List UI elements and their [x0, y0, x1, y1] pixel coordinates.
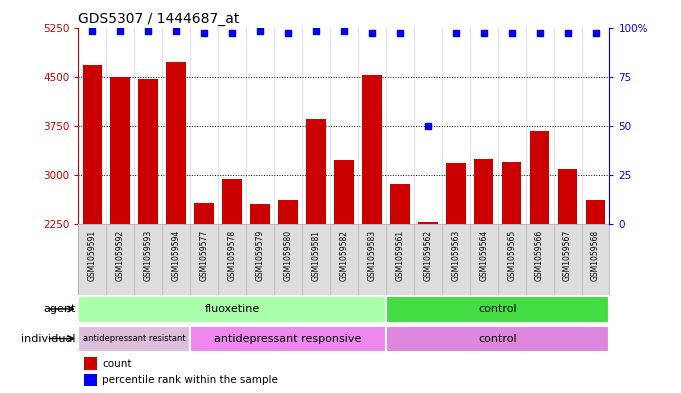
Text: agent: agent	[44, 304, 76, 314]
Point	[562, 30, 573, 37]
Text: antidepressant responsive: antidepressant responsive	[215, 334, 362, 343]
Bar	[110, 77, 130, 224]
Bar	[250, 204, 270, 224]
Point	[394, 30, 405, 37]
Point	[143, 28, 154, 35]
Bar	[279, 200, 298, 224]
Bar	[78, 296, 386, 323]
Bar	[166, 62, 186, 224]
Bar	[362, 75, 381, 224]
Bar	[586, 200, 605, 224]
Bar	[138, 79, 158, 224]
Point	[422, 123, 433, 129]
Point	[450, 30, 461, 37]
Text: fluoxetine: fluoxetine	[204, 304, 259, 314]
Text: GSM1059565: GSM1059565	[507, 230, 516, 281]
Text: GSM1059592: GSM1059592	[116, 230, 125, 281]
Text: GSM1059561: GSM1059561	[395, 230, 405, 281]
Text: GSM1059578: GSM1059578	[227, 230, 236, 281]
Text: GSM1059579: GSM1059579	[255, 230, 264, 281]
Bar	[502, 162, 522, 224]
Point	[478, 30, 489, 37]
Bar	[84, 357, 97, 370]
Bar	[78, 326, 190, 353]
Text: GSM1059594: GSM1059594	[172, 230, 180, 281]
Text: GSM1059567: GSM1059567	[563, 230, 572, 281]
Bar	[474, 159, 494, 224]
Text: control: control	[478, 334, 517, 343]
Text: GSM1059564: GSM1059564	[479, 230, 488, 281]
Text: GDS5307 / 1444687_at: GDS5307 / 1444687_at	[78, 13, 240, 26]
Text: GSM1059568: GSM1059568	[591, 230, 600, 281]
Text: antidepressant resistant: antidepressant resistant	[83, 334, 185, 343]
Point	[311, 28, 321, 35]
Text: GSM1059580: GSM1059580	[283, 230, 293, 281]
Point	[171, 28, 182, 35]
Point	[534, 30, 545, 37]
Point	[366, 30, 377, 37]
Text: count: count	[102, 359, 131, 369]
Text: percentile rank within the sample: percentile rank within the sample	[102, 375, 278, 385]
Bar	[418, 222, 438, 224]
Point	[590, 30, 601, 37]
Text: GSM1059581: GSM1059581	[311, 230, 321, 281]
Text: GSM1059566: GSM1059566	[535, 230, 544, 281]
Bar	[446, 163, 466, 224]
Point	[338, 28, 349, 35]
Bar	[530, 130, 550, 224]
Bar	[306, 119, 326, 224]
Bar	[190, 326, 386, 353]
Point	[115, 28, 126, 35]
Text: control: control	[478, 304, 517, 314]
Bar	[82, 65, 102, 224]
Text: GSM1059591: GSM1059591	[88, 230, 97, 281]
Text: GSM1059562: GSM1059562	[424, 230, 432, 281]
Bar	[194, 203, 214, 224]
Text: GSM1059583: GSM1059583	[367, 230, 377, 281]
Text: GSM1059593: GSM1059593	[144, 230, 153, 281]
Bar	[84, 374, 97, 386]
Point	[87, 28, 98, 35]
Text: GSM1059577: GSM1059577	[200, 230, 208, 281]
Point	[227, 30, 238, 37]
Point	[283, 30, 294, 37]
Text: GSM1059582: GSM1059582	[339, 230, 349, 281]
Point	[255, 28, 266, 35]
Bar	[386, 296, 609, 323]
Point	[199, 30, 210, 37]
Bar	[334, 160, 353, 224]
Text: GSM1059563: GSM1059563	[452, 230, 460, 281]
Point	[506, 30, 517, 37]
Text: individual: individual	[21, 334, 76, 343]
Bar	[558, 169, 577, 224]
Bar	[386, 326, 609, 353]
Bar	[222, 178, 242, 224]
Bar	[390, 184, 409, 224]
